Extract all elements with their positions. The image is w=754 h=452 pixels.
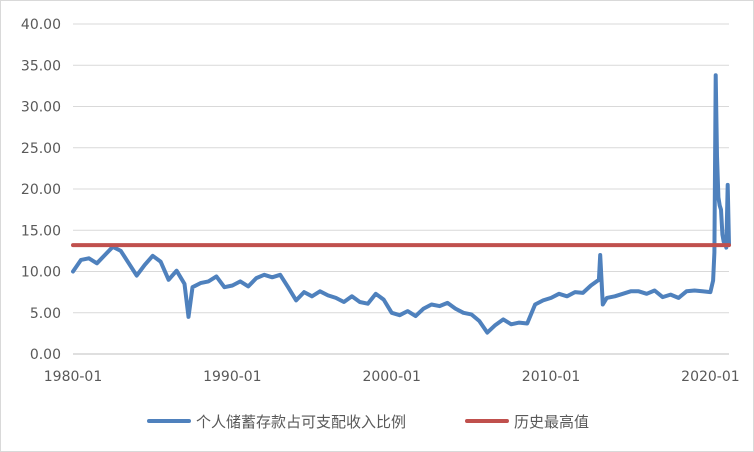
x-tick-label: 1980-01 [44, 369, 103, 385]
legend-label: 个人储蓄存款占可支配收入比例 [196, 413, 406, 431]
y-tick-label: 15.00 [21, 223, 61, 239]
y-tick-label: 10.00 [21, 265, 61, 281]
gridlines [73, 23, 729, 314]
x-tick-label: 2020-01 [681, 369, 740, 385]
y-tick-label: 25.00 [21, 141, 61, 157]
axes: 0.00 5.00 10.00 15.00 20.00 25.00 30.00 35.00 40… [21, 17, 740, 385]
legend: 个人储蓄存款占可支配收入比例 历史最高值 [147, 413, 589, 431]
y-tick-label: 30.00 [21, 100, 61, 116]
y-tick-label: 5.00 [30, 306, 61, 322]
legend-label: 历史最高值 [514, 413, 589, 431]
y-tick-label: 35.00 [21, 58, 61, 74]
y-tick-label: 40.00 [21, 17, 61, 33]
y-tick-label: 0.00 [30, 347, 61, 363]
savings-ratio-series-line [71, 73, 731, 335]
series-lines [71, 73, 731, 335]
x-tick-label: 2010-01 [522, 369, 581, 385]
y-tick-label: 20.00 [21, 182, 61, 198]
x-tick-label: 1990-01 [203, 369, 262, 385]
x-tick-label: 2000-01 [362, 369, 421, 385]
